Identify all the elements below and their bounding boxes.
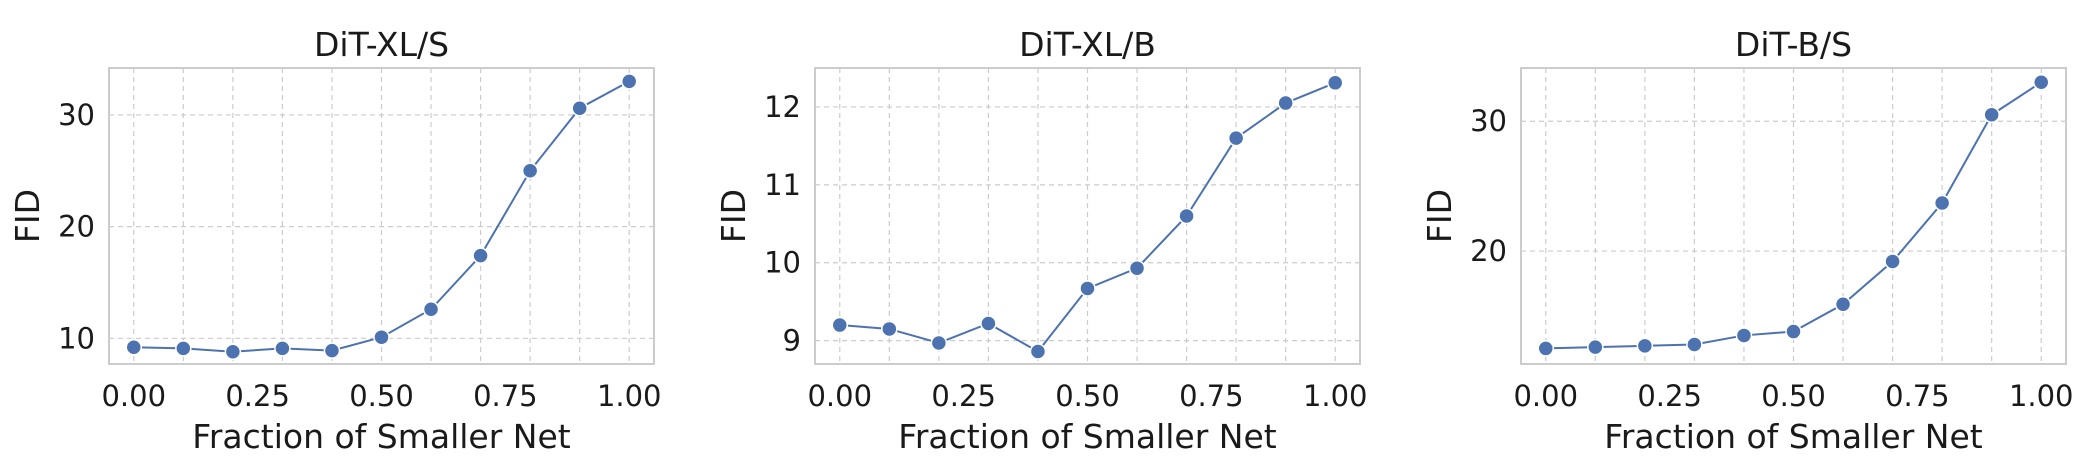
y-tick-label: 30 [1470,104,1507,138]
data-point [2032,74,2050,91]
data-point [274,340,291,357]
data-point [620,73,638,90]
data-point [1537,340,1555,357]
data-point [175,340,192,357]
chart-panel-2: DiT-XL/B 0.00 0.25 0.50 0.75 1.00 9 10 11 12 Fract… [714,25,1368,456]
chart-title: DiT-XL/B [1019,25,1156,64]
data-point [881,320,898,338]
data-point [1029,343,1047,360]
y-tick-label: 10 [58,321,95,355]
data-point [1079,280,1096,297]
x-tick-label: 0.75 [473,379,538,413]
y-tick-label: 30 [58,98,95,132]
data-point [831,316,849,334]
data-point [1636,337,1654,355]
data-point [1933,194,1951,212]
x-tick-label: 0.00 [807,379,872,413]
x-tick-label: 1.00 [2009,379,2074,413]
data-point [125,338,143,356]
y-axis-label: FID [8,189,47,243]
y-tick-label: 10 [764,246,801,280]
y-tick-label: 9 [783,324,801,358]
data-point [1128,259,1146,277]
data-point [1735,327,1753,344]
x-tick-label: 0.25 [1637,379,1702,413]
x-tick-label: 0.00 [1513,379,1578,413]
data-point [1686,336,1703,353]
x-tick-label: 1.00 [597,379,662,413]
data-point [1884,253,1901,270]
plot-frame [108,67,655,365]
x-axis-label: Fraction of Smaller Net [898,417,1277,456]
y-axis-label: FID [1420,189,1459,243]
data-point [224,343,242,360]
data-point [571,99,588,117]
data-point [1834,296,1852,313]
x-axis-label: Fraction of Smaller Net [192,417,571,456]
chart-title: DiT-XL/S [314,25,449,64]
x-tick-label: 1.00 [1303,379,1368,413]
data-point [930,334,948,352]
data-point [980,315,997,332]
x-tick-label: 0.50 [349,379,414,413]
x-tick-label: 0.75 [1179,379,1244,413]
chart-panel-3: DiT-B/S 0.00 0.25 0.50 0.75 1.00 20 30 Fraction … [1420,25,2074,456]
data-point [422,301,440,318]
data-point [1227,129,1245,147]
data-point [323,342,341,359]
chart-panel-1: DiT-XL/S 0.00 0.25 0.50 0.75 1.00 10 20 30 Fracti… [8,25,662,456]
data-point [472,247,489,264]
x-tick-label: 0.00 [101,379,166,413]
y-tick-label: 12 [764,90,801,124]
x-tick-label: 0.25 [225,379,290,413]
x-tick-label: 0.75 [1885,379,1950,413]
data-point [1277,94,1294,112]
data-point [1326,74,1344,92]
x-tick-label: 0.25 [931,379,996,413]
y-tick-label: 11 [764,168,801,202]
x-tick-label: 0.50 [1055,379,1120,413]
x-tick-label: 0.50 [1761,379,1826,413]
chart-title: DiT-B/S [1735,25,1852,64]
data-point [373,328,390,346]
data-point [1983,106,2000,123]
x-axis-label: Fraction of Smaller Net [1604,417,1983,456]
plot-frame [814,67,1361,365]
data-point [521,162,539,180]
plot-frame [1520,67,2067,365]
y-tick-label: 20 [58,210,95,244]
data-point [1785,323,1802,340]
y-axis-label: FID [714,189,753,243]
data-point [1178,207,1195,225]
y-tick-label: 20 [1470,234,1507,268]
data-point [1587,338,1604,356]
